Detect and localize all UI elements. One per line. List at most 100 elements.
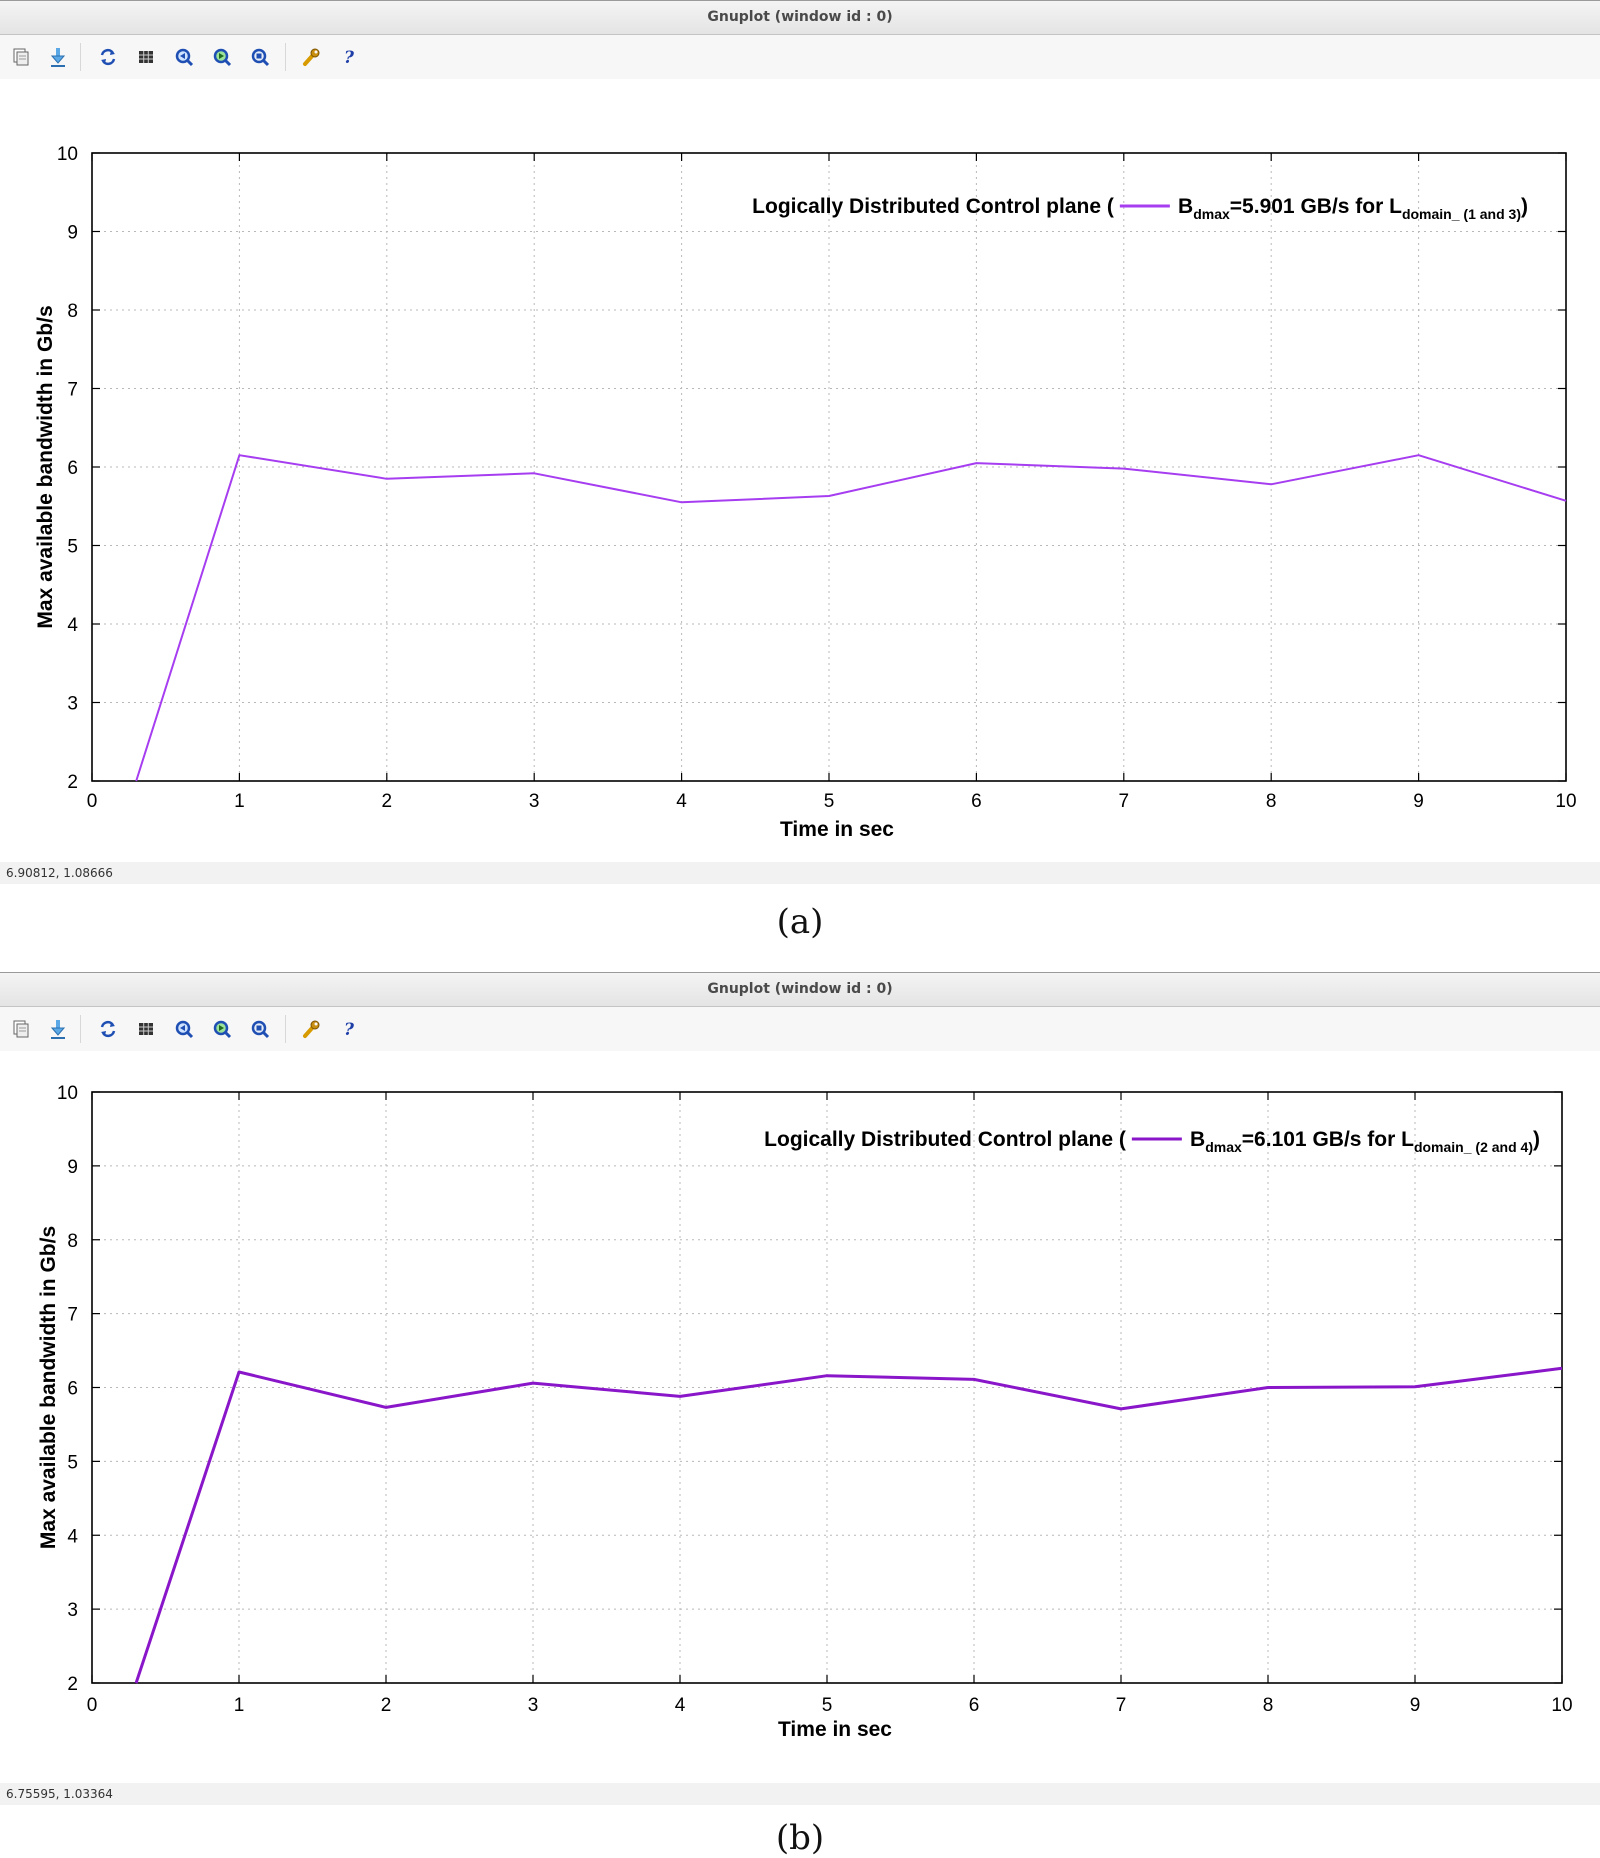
zoom-previous-button[interactable] xyxy=(171,44,197,70)
x-axis-title: Time in sec xyxy=(780,818,894,841)
help-button[interactable]: ? xyxy=(336,44,362,70)
svg-text:?: ? xyxy=(344,1020,355,1040)
grid-icon xyxy=(135,1018,157,1040)
x-tick-label: 6 xyxy=(969,1695,980,1716)
x-tick-label: 5 xyxy=(822,1695,833,1716)
y-tick-label: 10 xyxy=(57,144,78,165)
export-button[interactable] xyxy=(45,44,71,70)
grid-button[interactable] xyxy=(133,1016,159,1042)
y-tick-label: 4 xyxy=(67,615,78,636)
y-tick-label: 3 xyxy=(67,1600,78,1621)
x-tick-label: 1 xyxy=(234,791,245,812)
x-tick-label: 0 xyxy=(87,1695,98,1716)
x-tick-label: 2 xyxy=(382,791,393,812)
x-tick-label: 2 xyxy=(381,1695,392,1716)
copy-button[interactable] xyxy=(8,1016,34,1042)
y-tick-label: 6 xyxy=(67,1379,78,1400)
help-icon: ? xyxy=(338,1018,360,1040)
toolbar-separator xyxy=(285,1015,286,1043)
autoscale-icon xyxy=(249,1018,271,1040)
zoom-next-button[interactable] xyxy=(209,44,235,70)
gnuplot-window-a: Gnuplot (window id : 0) ? 0 1 2 3 4 5 6 7 8 9 10 2 3… xyxy=(0,0,1600,975)
series-line xyxy=(136,455,1566,781)
window-title: Gnuplot (window id : 0) xyxy=(0,0,1600,35)
x-tick-label: 4 xyxy=(676,791,687,812)
status-bar: 6.90812, 1.08666 xyxy=(0,862,1600,884)
grid-icon xyxy=(135,46,157,68)
y-tick-label: 9 xyxy=(67,1157,78,1178)
y-tick-label: 2 xyxy=(67,772,78,793)
zoom-previous-icon xyxy=(173,1018,195,1040)
x-tick-label: 5 xyxy=(824,791,835,812)
y-tick-label: 5 xyxy=(67,1452,78,1473)
window-title: Gnuplot (window id : 0) xyxy=(0,972,1600,1007)
help-icon: ? xyxy=(338,46,360,68)
x-tick-label: 10 xyxy=(1555,791,1576,812)
zoom-next-icon xyxy=(211,1018,233,1040)
y-tick-label: 7 xyxy=(67,1305,78,1326)
legend: Logically Distributed Control plane ( Bd… xyxy=(764,1128,1540,1155)
zoom-previous-icon xyxy=(173,46,195,68)
toolbar: ? xyxy=(0,1007,1600,1051)
toolbar-separator xyxy=(285,43,286,71)
y-tick-label: 2 xyxy=(67,1674,78,1695)
x-tick-label: 3 xyxy=(529,791,540,812)
toolbar-separator xyxy=(80,1015,81,1043)
copy-icon xyxy=(10,46,32,68)
x-tick-label: 8 xyxy=(1263,1695,1274,1716)
replot-icon xyxy=(97,1018,119,1040)
x-tick-label: 9 xyxy=(1413,791,1424,812)
x-tick-label: 1 xyxy=(234,1695,245,1716)
legend-label: Logically Distributed Control plane ( Bd… xyxy=(764,1128,1540,1155)
settings-button[interactable] xyxy=(298,44,324,70)
help-button[interactable]: ? xyxy=(336,1016,362,1042)
figure-caption: (a) xyxy=(0,902,1600,942)
x-tick-label: 0 xyxy=(87,791,98,812)
replot-icon xyxy=(97,46,119,68)
x-tick-label: 4 xyxy=(675,1695,686,1716)
zoom-previous-button[interactable] xyxy=(171,1016,197,1042)
x-tick-label: 9 xyxy=(1410,1695,1421,1716)
export-icon xyxy=(47,1018,69,1040)
y-tick-label: 3 xyxy=(67,694,78,715)
x-tick-label: 7 xyxy=(1119,791,1130,812)
y-tick-label: 7 xyxy=(67,380,78,401)
plot-area[interactable]: 0 1 2 3 4 5 6 7 8 9 10 2 3 4 5 6 7 8 9 10 Time in sec Max ava… xyxy=(0,92,1600,872)
autoscale-icon xyxy=(249,46,271,68)
series-line xyxy=(136,1368,1562,1683)
y-tick-label: 6 xyxy=(67,458,78,479)
legend-label: Logically Distributed Control plane ( Bd… xyxy=(752,195,1528,222)
settings-button[interactable] xyxy=(298,1016,324,1042)
y-tick-label: 5 xyxy=(67,537,78,558)
legend: Logically Distributed Control plane ( Bd… xyxy=(752,195,1528,222)
x-tick-label: 7 xyxy=(1116,1695,1127,1716)
y-tick-label: 9 xyxy=(67,223,78,244)
figure-caption: (b) xyxy=(0,1818,1600,1858)
replot-button[interactable] xyxy=(95,44,121,70)
autoscale-button[interactable] xyxy=(247,1016,273,1042)
zoom-next-icon xyxy=(211,46,233,68)
x-tick-label: 8 xyxy=(1266,791,1277,812)
settings-icon xyxy=(300,1018,322,1040)
grid-button[interactable] xyxy=(133,44,159,70)
copy-button[interactable] xyxy=(8,44,34,70)
x-axis-title: Time in sec xyxy=(778,1718,892,1741)
x-tick-label: 6 xyxy=(971,791,982,812)
export-icon xyxy=(47,46,69,68)
y-axis-title: Max available bandwidth in Gb/s xyxy=(34,305,57,628)
y-axis-title: Max available bandwidth in Gb/s xyxy=(37,1226,60,1549)
autoscale-button[interactable] xyxy=(247,44,273,70)
toolbar-separator xyxy=(80,43,81,71)
copy-icon xyxy=(10,1018,32,1040)
toolbar: ? xyxy=(0,35,1600,79)
replot-button[interactable] xyxy=(95,1016,121,1042)
x-tick-label: 3 xyxy=(528,1695,539,1716)
y-tick-label: 8 xyxy=(67,301,78,322)
svg-text:?: ? xyxy=(344,48,355,68)
y-tick-label: 4 xyxy=(67,1526,78,1547)
export-button[interactable] xyxy=(45,1016,71,1042)
y-tick-label: 8 xyxy=(67,1231,78,1252)
zoom-next-button[interactable] xyxy=(209,1016,235,1042)
